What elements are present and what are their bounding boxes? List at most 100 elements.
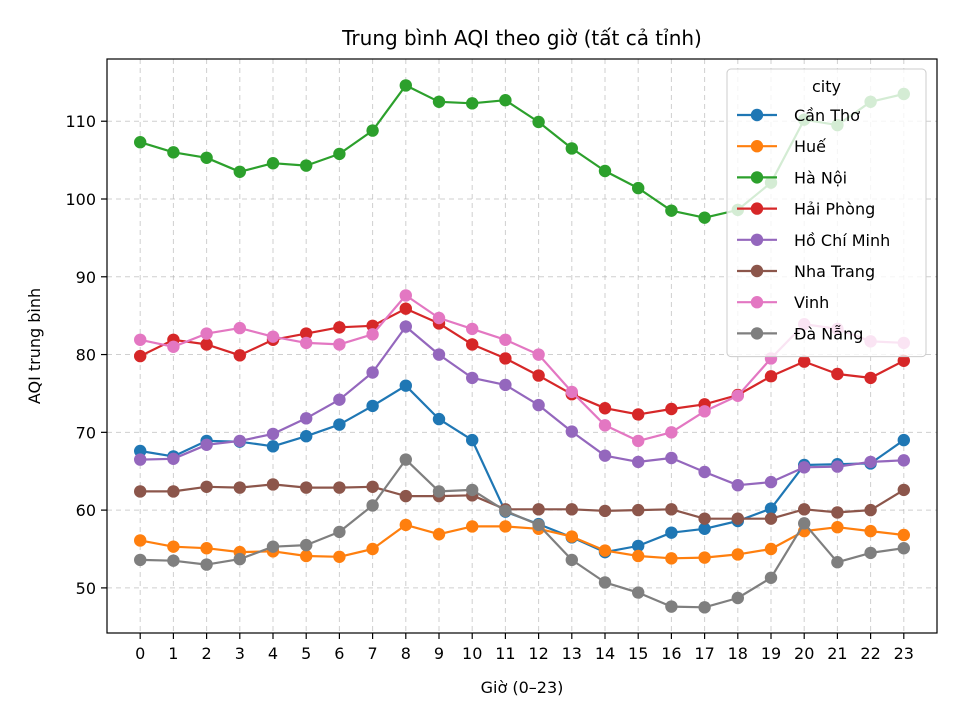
data-point	[300, 159, 313, 172]
data-point	[499, 504, 512, 518]
legend-item: Vinh	[737, 293, 829, 312]
legend-title: city	[812, 77, 841, 96]
data-point	[233, 321, 246, 335]
data-point	[798, 503, 811, 516]
data-point	[731, 389, 744, 402]
data-point	[366, 124, 379, 137]
data-point	[366, 499, 379, 512]
data-point	[731, 548, 744, 561]
x-tick-label: 3	[235, 644, 245, 663]
data-point	[167, 540, 180, 553]
legend-label: Đà Nẵng	[794, 324, 863, 343]
data-point	[565, 425, 578, 438]
data-point	[565, 142, 578, 155]
x-tick-label: 22	[860, 644, 880, 663]
data-point	[831, 506, 844, 519]
data-point	[366, 480, 379, 493]
data-point	[665, 600, 678, 613]
data-point	[300, 430, 313, 443]
data-point	[200, 338, 213, 351]
data-point	[731, 479, 744, 492]
data-point	[134, 349, 147, 363]
legend-marker	[750, 171, 764, 184]
data-point	[798, 355, 811, 368]
data-point	[200, 542, 213, 555]
x-tick-label: 4	[268, 644, 278, 663]
legend-item: Hải Phòng	[737, 200, 875, 219]
x-tick-label: 9	[434, 644, 444, 663]
data-point	[399, 79, 412, 92]
data-point	[466, 483, 479, 497]
data-point	[665, 426, 678, 439]
data-point	[366, 366, 379, 379]
legend-item: Huế	[737, 137, 826, 156]
series-line	[140, 458, 904, 609]
data-point	[200, 327, 213, 340]
x-tick-label: 20	[794, 644, 814, 663]
data-point	[632, 181, 645, 195]
data-point	[532, 398, 545, 412]
data-point	[864, 546, 877, 560]
legend-item: Đà Nẵng	[737, 324, 863, 343]
data-point	[897, 354, 910, 367]
x-tick-label: 21	[827, 644, 847, 663]
data-point	[632, 539, 645, 553]
data-point	[333, 550, 346, 563]
y-tick-label: 60	[76, 501, 96, 520]
x-tick-label: 18	[728, 644, 748, 663]
data-point	[897, 433, 910, 447]
chart-title: Trung bình AQI theo giờ (tất cả tỉnh)	[341, 26, 702, 50]
data-point	[665, 552, 678, 565]
data-point	[897, 542, 910, 555]
x-axis-label: Giờ (0–23)	[481, 678, 564, 697]
data-point	[532, 115, 545, 129]
data-point	[864, 524, 877, 538]
y-tick-label: 110	[65, 112, 96, 131]
data-point	[233, 349, 246, 362]
data-point	[665, 503, 678, 516]
data-point	[598, 402, 612, 415]
legend: city Cần Thơ Huế Hà Nội Hải Phòng Hồ Chí Minh…	[726, 68, 927, 358]
data-point	[764, 571, 778, 584]
data-point	[532, 503, 545, 516]
data-point	[167, 146, 180, 159]
data-point	[565, 530, 578, 543]
x-tick-label: 13	[562, 644, 582, 663]
y-tick-label: 80	[76, 346, 96, 365]
legend-item: Hồ Chí Minh	[737, 231, 890, 250]
data-point	[399, 489, 412, 503]
series-0	[134, 379, 910, 559]
data-point	[632, 503, 645, 517]
data-point	[698, 211, 711, 224]
data-point	[831, 556, 844, 569]
legend-marker	[750, 296, 764, 309]
data-point	[333, 525, 346, 539]
data-point	[532, 369, 545, 382]
x-tick-label: 15	[628, 644, 648, 663]
data-point	[432, 528, 446, 541]
x-tick-label: 14	[595, 644, 615, 663]
data-point	[499, 520, 512, 533]
legend-marker	[750, 327, 764, 340]
axis-ticks: 0 1 2 3 4 5 6 7 8 9 10 11 12 13 14 15 16 17 18 19 20 21 22 2350…	[65, 112, 914, 663]
data-point	[366, 319, 379, 332]
legend-marker	[750, 264, 764, 278]
data-point	[432, 348, 446, 361]
data-point	[499, 333, 512, 346]
data-point	[233, 552, 246, 566]
data-point	[864, 503, 877, 517]
legend-marker	[750, 108, 764, 122]
data-point	[864, 455, 877, 469]
legend-marker	[750, 233, 764, 246]
data-point	[300, 549, 313, 563]
series-line	[140, 483, 905, 520]
data-point	[432, 412, 446, 426]
data-point	[897, 528, 910, 542]
data-point	[598, 544, 612, 557]
series-5	[134, 478, 910, 525]
data-point	[200, 480, 213, 493]
data-point	[798, 461, 811, 474]
data-point	[366, 328, 379, 341]
data-point	[134, 333, 147, 346]
x-tick-label: 19	[761, 644, 781, 663]
